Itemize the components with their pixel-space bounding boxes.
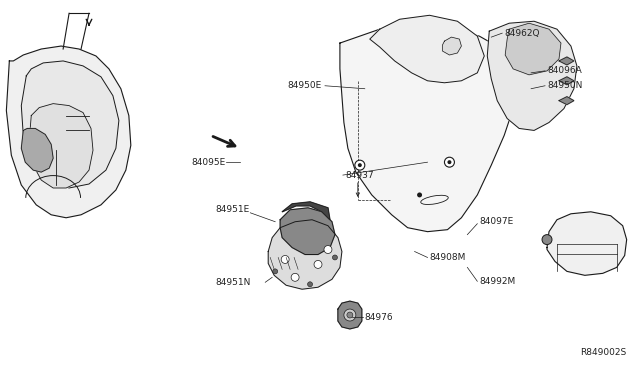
Circle shape xyxy=(347,312,353,318)
Polygon shape xyxy=(340,23,519,232)
Circle shape xyxy=(314,260,322,268)
Circle shape xyxy=(324,246,332,253)
Circle shape xyxy=(355,160,365,170)
Polygon shape xyxy=(559,77,574,85)
Text: 84908M: 84908M xyxy=(429,253,466,262)
Text: 84950N: 84950N xyxy=(547,81,582,90)
Polygon shape xyxy=(559,57,574,65)
Text: 84992M: 84992M xyxy=(479,277,516,286)
Text: 84096A: 84096A xyxy=(547,66,582,76)
Polygon shape xyxy=(370,15,484,83)
Text: 84962Q: 84962Q xyxy=(504,29,540,38)
Text: 84095E: 84095E xyxy=(191,158,225,167)
Polygon shape xyxy=(268,220,342,289)
Polygon shape xyxy=(282,202,330,220)
Circle shape xyxy=(273,269,278,274)
Text: 84937: 84937 xyxy=(345,171,374,180)
Circle shape xyxy=(542,235,552,244)
Polygon shape xyxy=(280,208,335,254)
Circle shape xyxy=(344,309,356,321)
Polygon shape xyxy=(559,97,574,105)
Circle shape xyxy=(332,255,337,260)
Text: 84097E: 84097E xyxy=(479,217,513,226)
Circle shape xyxy=(281,256,289,263)
Circle shape xyxy=(358,163,362,167)
Polygon shape xyxy=(338,301,362,329)
Circle shape xyxy=(417,192,422,198)
Text: 84976: 84976 xyxy=(365,312,394,321)
Polygon shape xyxy=(6,46,131,218)
Polygon shape xyxy=(487,21,577,131)
Polygon shape xyxy=(21,128,53,172)
Circle shape xyxy=(447,160,451,164)
Circle shape xyxy=(444,157,454,167)
Text: 84951N: 84951N xyxy=(216,278,251,287)
Text: 84951E: 84951E xyxy=(216,205,250,214)
Text: R849002S: R849002S xyxy=(580,348,627,357)
Polygon shape xyxy=(21,61,119,188)
Circle shape xyxy=(308,282,312,287)
Polygon shape xyxy=(29,104,93,188)
Circle shape xyxy=(291,273,299,281)
Polygon shape xyxy=(547,212,627,275)
Polygon shape xyxy=(442,37,461,55)
Text: 84950E: 84950E xyxy=(288,81,322,90)
Polygon shape xyxy=(505,23,561,75)
